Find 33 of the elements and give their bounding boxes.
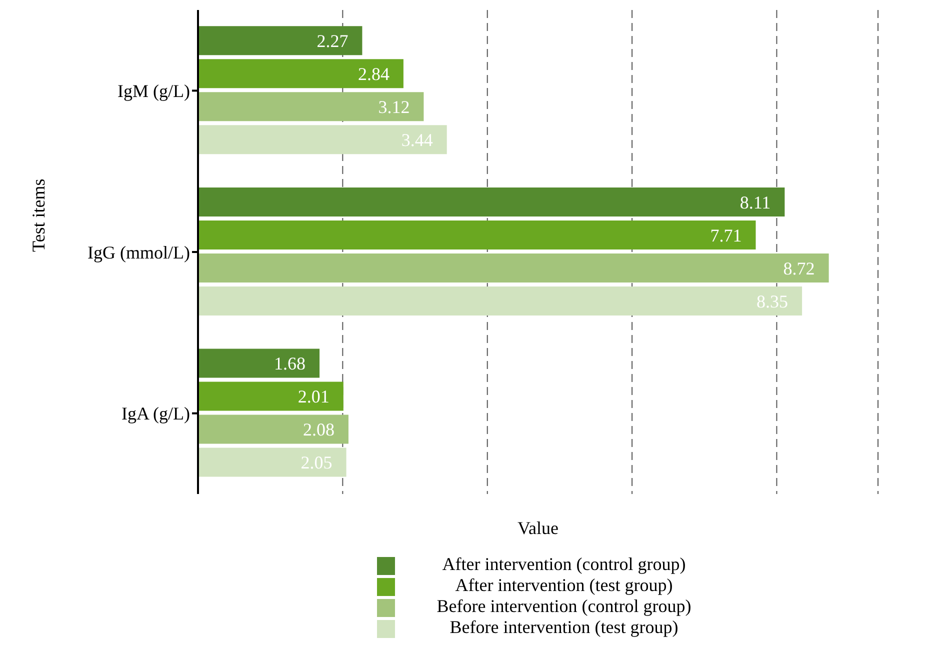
y-tick-label: IgM (g/L) xyxy=(118,81,190,102)
data-label: 8.72 xyxy=(783,258,815,278)
bar xyxy=(198,382,344,411)
y-tick-label: IgG (mmol/L) xyxy=(88,242,190,262)
data-label: 3.12 xyxy=(378,97,410,118)
bar xyxy=(198,253,829,282)
data-label: 8.35 xyxy=(756,291,788,312)
bar xyxy=(198,414,348,444)
text: After intervention (control group) xyxy=(441,554,687,575)
legend-label: Before intervention (control group) xyxy=(436,596,692,617)
data-label: 3.44 xyxy=(401,130,433,150)
bar xyxy=(198,220,756,250)
data-label: 2.08 xyxy=(302,420,334,440)
data-label: 2.27 xyxy=(316,31,348,52)
data-label: 2.84 xyxy=(358,64,390,84)
data-label: 1.68 xyxy=(274,354,306,374)
y-axis-title: Test items xyxy=(28,178,48,252)
bar xyxy=(198,448,346,477)
text: Before intervention (test group) xyxy=(448,617,680,638)
data-label: 2.01 xyxy=(298,386,330,407)
bar xyxy=(198,59,404,88)
bar xyxy=(198,348,320,378)
bar xyxy=(198,125,447,154)
bar xyxy=(198,286,802,316)
bar xyxy=(198,187,785,216)
bar xyxy=(198,26,362,56)
x-axis-title: Value xyxy=(518,518,558,538)
data-label: 8.11 xyxy=(740,192,771,212)
bar xyxy=(198,92,424,122)
data-label: 2.05 xyxy=(300,452,332,473)
data-label: 7.71 xyxy=(710,225,742,246)
y-tick-label: IgA (g/L) xyxy=(122,404,190,424)
text: After intervention (test group) xyxy=(454,575,674,596)
